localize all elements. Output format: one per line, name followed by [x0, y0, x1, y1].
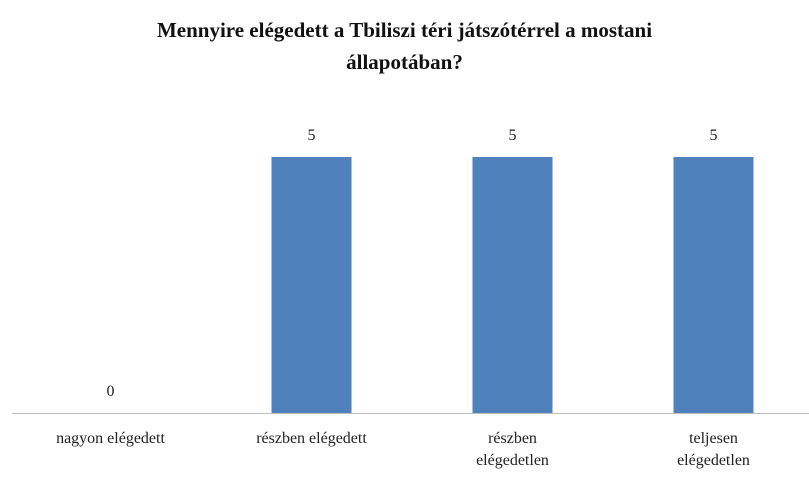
value-label: 5: [307, 127, 316, 144]
x-tick-label: nagyon elégedett: [56, 430, 165, 447]
x-tick-label: részben elégedett: [256, 430, 367, 447]
bar: [271, 157, 352, 413]
value-label: 0: [106, 383, 115, 400]
chart-title: Mennyire elégedett a Tbiliszi téri játsz…: [156, 18, 653, 74]
bar: [673, 157, 754, 413]
value-label: 5: [709, 127, 718, 144]
bar: [472, 157, 553, 413]
value-label: 5: [508, 127, 517, 144]
x-tick-label: részben elégedetlen: [476, 430, 549, 469]
x-tick-label: teljesen elégedetlen: [677, 430, 750, 469]
